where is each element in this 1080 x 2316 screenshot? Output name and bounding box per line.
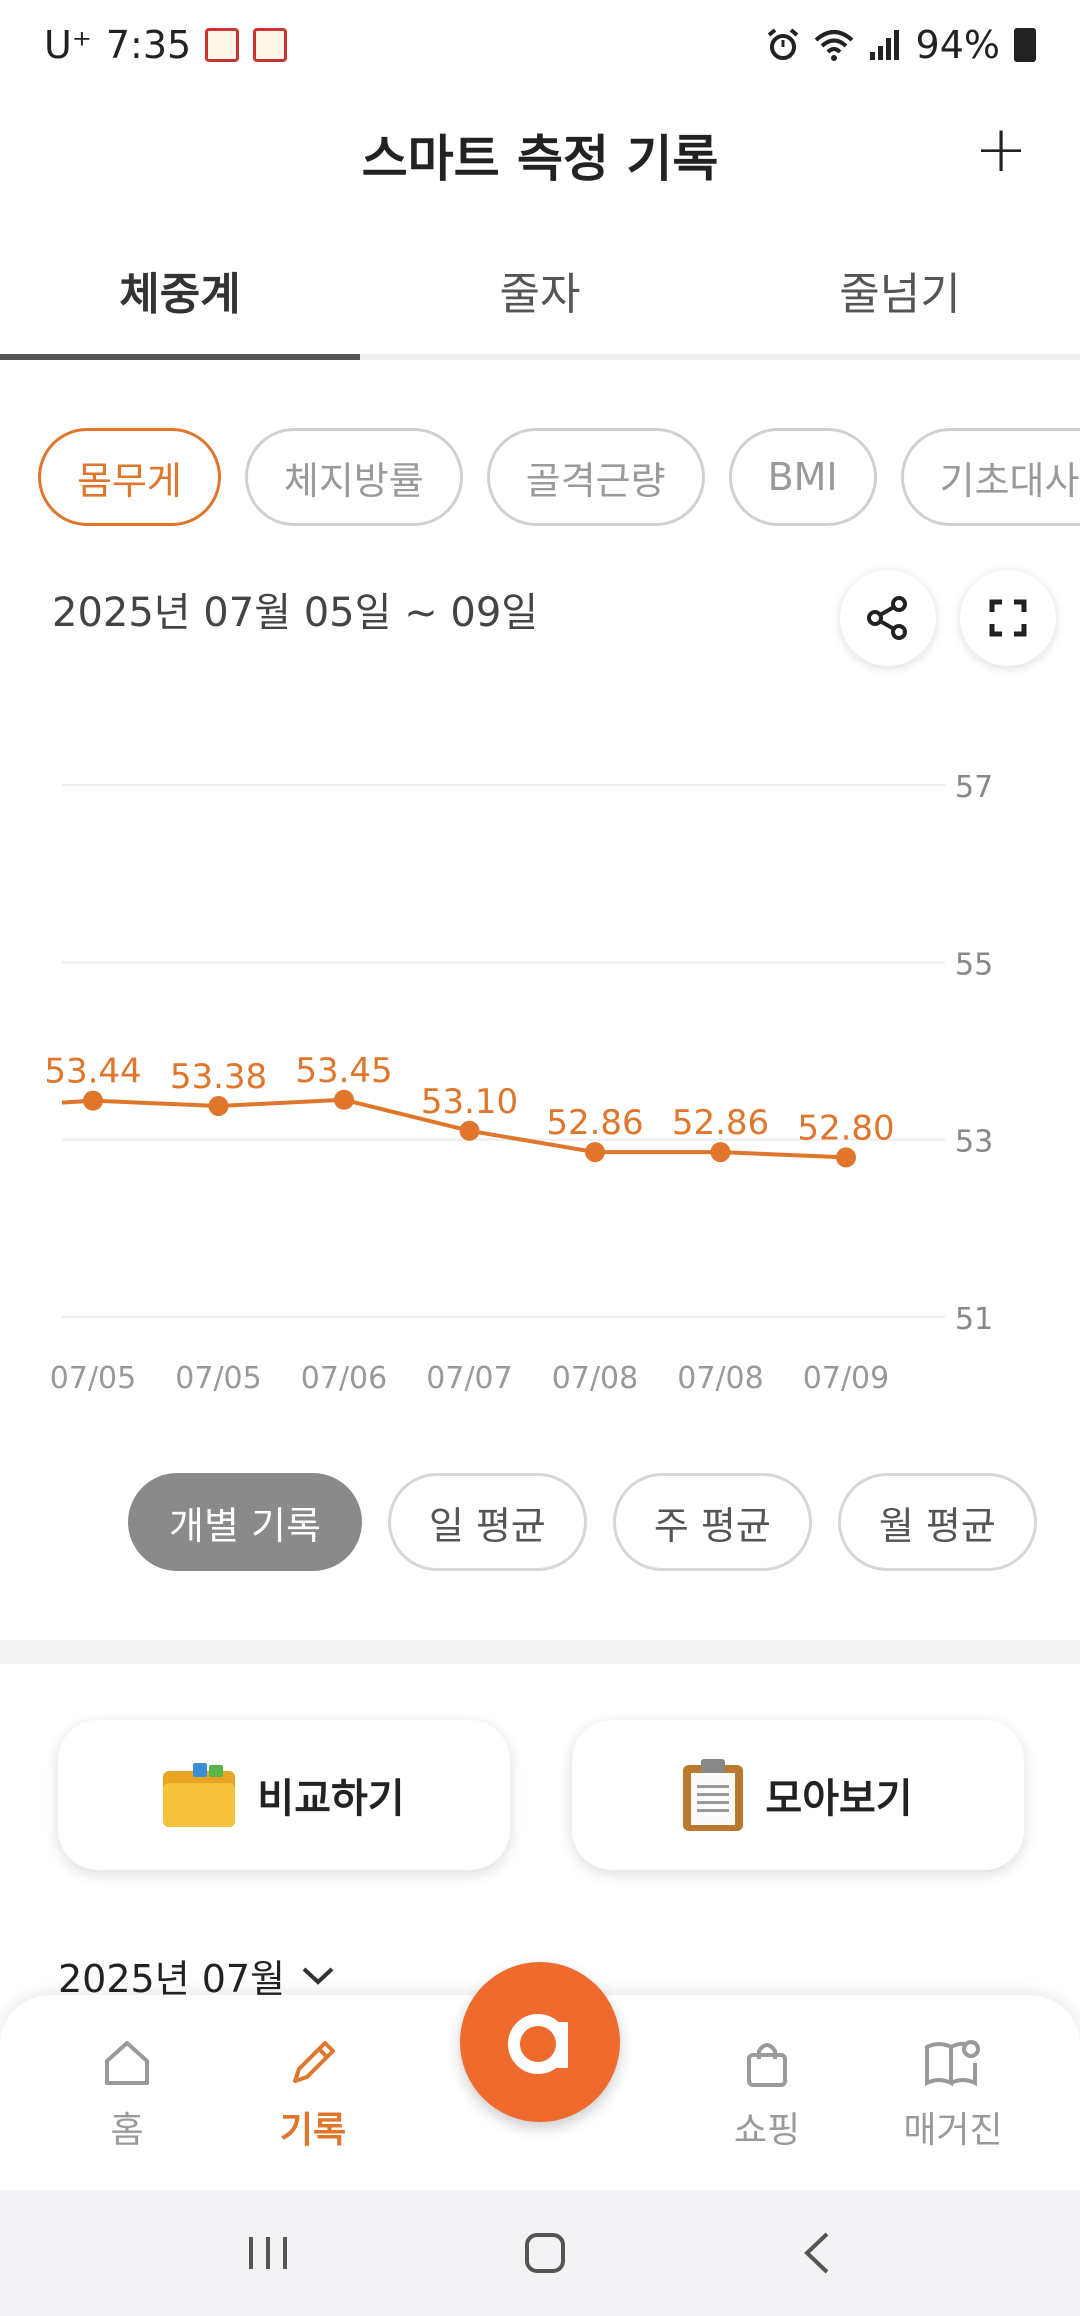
- pencil-icon: [293, 2041, 335, 2083]
- compare-label: 비교하기: [257, 1776, 405, 1822]
- y-tick-label: 57: [955, 770, 993, 805]
- chip-bmi[interactable]: BMI: [728, 428, 877, 526]
- y-tick-label: 53: [955, 1125, 993, 1160]
- collect-label: 모아보기: [765, 1776, 913, 1822]
- status-bar: U⁺ 7:35 94%: [0, 0, 1080, 90]
- battery-icon: [1014, 28, 1036, 62]
- nav-shopping[interactable]: 쇼핑: [702, 2035, 832, 2153]
- weight-line-chart: 57 55 53 51 53.44 07/05 53.38 07/05 53.45 07/06 53…: [44, 770, 993, 1396]
- share-button[interactable]: [840, 570, 936, 666]
- data-label: 52.80: [797, 1108, 894, 1148]
- chevron-down-icon: [302, 1967, 334, 1985]
- app-header: 스마트 측정 기록 +: [0, 90, 1080, 220]
- section-divider: [0, 1640, 1080, 1664]
- home-button-icon[interactable]: [520, 2228, 570, 2278]
- clipboard-icon: [683, 1759, 744, 1831]
- share-icon: [867, 596, 907, 640]
- shopping-bag-icon: [747, 2043, 787, 2087]
- data-label: 53.10: [421, 1082, 518, 1122]
- data-point[interactable]: [83, 1090, 103, 1111]
- nav-home[interactable]: 홈: [62, 2035, 192, 2153]
- chip-muscle-mass[interactable]: 골격근량: [486, 428, 705, 526]
- seg-individual[interactable]: 개별 기록: [128, 1473, 362, 1571]
- device-tabs: 체중계 줄자 줄넘기: [0, 225, 1080, 360]
- brand-fab-button[interactable]: [460, 1962, 620, 2122]
- recent-apps-icon[interactable]: [243, 2231, 293, 2275]
- x-tick-label: 07/06: [301, 1361, 387, 1396]
- data-label: 53.45: [295, 1051, 392, 1091]
- nav-record-label: 기록: [279, 2110, 347, 2151]
- chip-bmr[interactable]: 기초대사량: [900, 428, 1080, 526]
- page-title: 스마트 측정 기록: [361, 130, 719, 188]
- data-point[interactable]: [334, 1089, 354, 1110]
- nav-home-label: 홈: [110, 2110, 144, 2151]
- y-tick-label: 51: [955, 1302, 993, 1337]
- metric-chips: 몸무게 체지방률 골격근량 BMI 기초대사량: [38, 428, 1080, 528]
- folder-icon: [163, 1763, 236, 1827]
- aggregation-selector: 개별 기록 일 평균 주 평균 월 평균: [128, 1473, 1037, 1571]
- chip-weight[interactable]: 몸무게: [38, 428, 221, 526]
- fullscreen-icon: [989, 599, 1027, 637]
- x-tick-label: 07/05: [50, 1361, 136, 1396]
- notification-app-icon: [253, 28, 288, 62]
- brand-logo-icon: [508, 2014, 568, 2074]
- nav-record[interactable]: 기록: [248, 2035, 378, 2153]
- seg-daily-average[interactable]: 일 평균: [387, 1473, 587, 1571]
- series-line: [61, 1097, 847, 1160]
- data-point[interactable]: [585, 1142, 605, 1163]
- x-tick-label: 07/07: [426, 1361, 512, 1396]
- alarm-icon: [767, 28, 798, 60]
- battery-percent: 94%: [915, 23, 1000, 67]
- data-label: 52.86: [672, 1103, 769, 1143]
- nav-magazine[interactable]: 매거진: [888, 2035, 1018, 2153]
- data-point[interactable]: [459, 1120, 480, 1141]
- data-point[interactable]: [836, 1147, 856, 1168]
- wifi-icon: [814, 30, 853, 61]
- nav-magazine-label: 매거진: [903, 2110, 1003, 2151]
- signal-icon: [869, 30, 899, 60]
- weight-chart: 57 55 53 51 53.44 07/05 53.38 07/05 53.45 07/06 53…: [0, 740, 1080, 1420]
- chip-body-fat[interactable]: 체지방률: [244, 428, 463, 526]
- status-time: 7:35: [105, 23, 192, 67]
- x-tick-label: 07/08: [677, 1361, 763, 1396]
- data-label: 53.44: [44, 1052, 141, 1092]
- x-tick-label: 07/05: [175, 1361, 261, 1396]
- seg-weekly-average[interactable]: 주 평균: [612, 1473, 812, 1571]
- y-tick-label: 55: [955, 947, 993, 982]
- date-range: 2025년 07월 05일 ~ 09일: [52, 590, 539, 636]
- data-label: 53.38: [170, 1057, 267, 1097]
- tab-tape[interactable]: 줄자: [499, 268, 581, 320]
- notification-app-icon: [205, 28, 240, 62]
- back-icon[interactable]: [797, 2228, 837, 2278]
- home-icon: [105, 2041, 149, 2085]
- data-point[interactable]: [208, 1095, 229, 1116]
- tab-jump-rope[interactable]: 줄넘기: [839, 268, 961, 320]
- seg-monthly-average[interactable]: 월 평균: [837, 1473, 1037, 1571]
- add-record-button[interactable]: +: [974, 113, 1028, 187]
- month-dropdown[interactable]: 2025년 07월: [58, 1948, 335, 2003]
- month-label: 2025년 07월: [58, 1957, 286, 2001]
- magazine-icon: [925, 2040, 980, 2087]
- data-label: 52.86: [546, 1103, 643, 1143]
- fullscreen-button[interactable]: [960, 570, 1056, 666]
- carrier-label: U⁺: [44, 23, 92, 67]
- status-right: 94%: [766, 23, 1036, 67]
- nav-shopping-label: 쇼핑: [733, 2110, 801, 2151]
- compare-button[interactable]: 비교하기: [58, 1720, 510, 1870]
- collect-button[interactable]: 모아보기: [572, 1720, 1024, 1870]
- status-left: U⁺ 7:35: [44, 23, 288, 67]
- data-point[interactable]: [710, 1142, 731, 1163]
- tab-scale[interactable]: 체중계: [0, 225, 360, 360]
- x-tick-label: 07/08: [552, 1361, 638, 1396]
- system-nav-bar: [0, 2190, 1080, 2316]
- x-tick-label: 07/09: [803, 1361, 889, 1396]
